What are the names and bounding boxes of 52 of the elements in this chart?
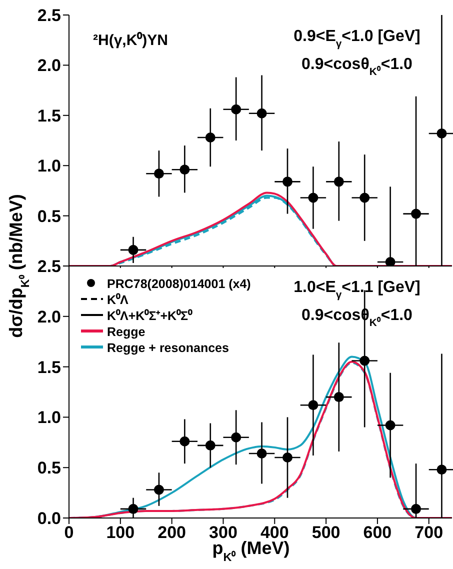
point [436, 128, 447, 138]
x-tick-label: 200 [158, 523, 186, 542]
point [385, 420, 396, 430]
x-tick-label: 100 [106, 523, 135, 542]
legend-label: PRC78(2008)014001 (x4) [107, 277, 251, 291]
point [256, 448, 267, 458]
point [308, 400, 318, 410]
legend-label: Regge + resonances [107, 341, 229, 355]
y-tick-label: 1.0 [37, 408, 61, 428]
point [205, 132, 216, 142]
annotation: 1.0<E$_{γ}$<1.1 [GeV] [294, 279, 420, 300]
y-tick-label: 0.5 [37, 458, 61, 478]
y-tick-label: 0.5 [37, 206, 61, 226]
point [334, 176, 344, 187]
annotation: K⁰Λ [107, 293, 130, 307]
point [256, 108, 267, 118]
y-tick-label: 2.0 [37, 56, 61, 76]
point [128, 244, 138, 255]
point [334, 392, 344, 402]
x-tick-label: 600 [363, 523, 392, 542]
annotation: 0.9<E$_{γ}$<1.0 [GeV] [294, 28, 420, 50]
point [360, 192, 370, 203]
annotation: 0.9<cosθ$_{K⁰}$<1.0 [302, 56, 413, 78]
annotation: K⁰Λ+K⁰Σ⁺+K⁰Σ⁰ [107, 309, 194, 323]
x-tick-label: 500 [312, 523, 340, 542]
point [411, 504, 422, 514]
y-tick-label: 1.5 [37, 106, 61, 126]
point [154, 484, 164, 495]
point [360, 356, 370, 366]
x-tick-label: 700 [414, 523, 444, 542]
x-tick-label: 0 [64, 523, 74, 542]
point [282, 452, 292, 463]
point [411, 208, 422, 219]
point [231, 104, 242, 114]
point [231, 432, 242, 442]
point [180, 164, 190, 175]
y-tick-label: 0.0 [37, 509, 61, 528]
y-tick-label: 1.0 [37, 156, 61, 176]
legend-label: Regge [107, 325, 146, 339]
point [205, 440, 216, 450]
text: ²H(γ,K⁰)YN [93, 31, 168, 49]
y-tick-label: 2.5 [37, 6, 61, 26]
point [180, 436, 190, 446]
y-tick-label: 2.5 [37, 257, 61, 276]
point [128, 504, 138, 514]
y-tick-label: 1.5 [37, 358, 61, 377]
point [282, 176, 292, 187]
y-tick-label: 2.0 [37, 307, 61, 326]
point [308, 192, 318, 203]
point [436, 464, 447, 475]
point [385, 256, 396, 266]
point [154, 168, 164, 179]
